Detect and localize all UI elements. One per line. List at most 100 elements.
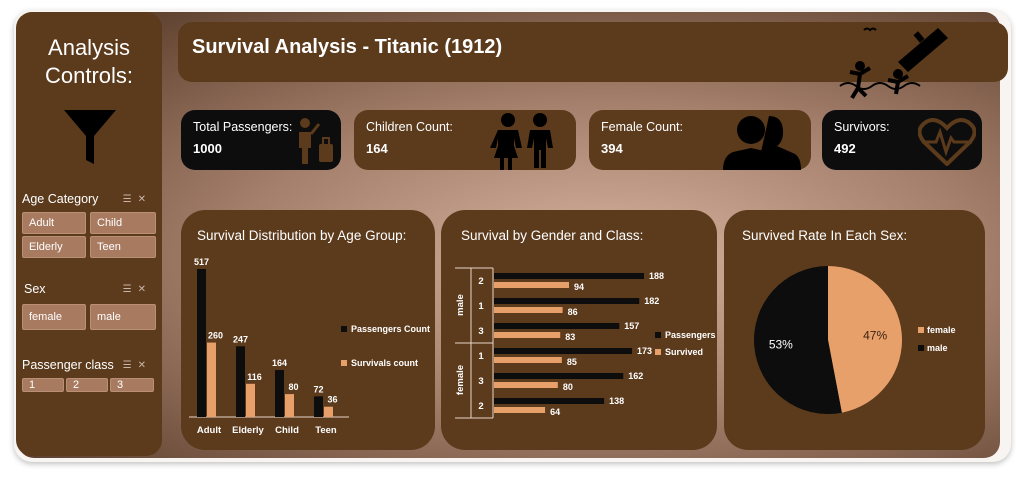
data-label: 260 <box>208 331 223 341</box>
filter-funnel-icon <box>64 110 116 164</box>
legend-swatch <box>341 360 347 366</box>
bar-survivals-count <box>246 383 255 417</box>
data-label: 80 <box>563 382 573 392</box>
bar-passengers-count <box>314 396 323 417</box>
traveler-luggage-icon <box>299 118 333 164</box>
kpi-total-passengers: Total Passengers: 1000 <box>181 110 341 170</box>
class-tick-label: 1 <box>478 301 484 312</box>
bar-passengers <box>494 298 640 304</box>
class-tick-label: 2 <box>478 276 483 287</box>
chart-title: Survival by Gender and Class: <box>461 228 644 243</box>
kpi-children-count: Children Count: 164 <box>354 110 576 170</box>
pie-slice-female <box>828 266 902 413</box>
bar-passengers <box>494 273 644 279</box>
bar-passengers-count <box>197 269 206 417</box>
data-label: 116 <box>247 372 262 382</box>
data-label: 247 <box>233 334 248 344</box>
data-label: 80 <box>288 382 298 392</box>
gender-class-bar-chart: male 2 188 94 1 182 86 3 157 83 female 1 173 85 3 162 80… <box>455 267 716 419</box>
age-group-chart-panel: Survival Distribution by Age Group: 517 2… <box>181 210 435 450</box>
legend-label: male <box>927 343 948 353</box>
data-label: 138 <box>609 396 624 406</box>
slicer-chip-class-2[interactable]: 2 <box>66 378 108 392</box>
bar-survivals-count <box>207 342 216 417</box>
chart-title: Survival Distribution by Age Group: <box>197 228 407 243</box>
age-category-slicer-label: Age Category <box>22 192 99 206</box>
group-label: male <box>455 294 466 316</box>
analysis-controls-title: Analysis Controls: <box>44 35 134 88</box>
bar-passengers <box>494 398 605 404</box>
slicer-chip-child[interactable]: Child <box>90 212 156 234</box>
data-label: 36 <box>327 395 337 405</box>
legend-swatch <box>341 326 347 332</box>
passenger-class-slicer-tools[interactable]: ☰✕ <box>122 360 152 371</box>
kpi-label: Total Passengers: <box>193 120 293 134</box>
slicer-chip-female[interactable]: female <box>22 304 86 330</box>
class-tick-label: 3 <box>478 326 483 337</box>
slicer-chip-class-3[interactable]: 3 <box>110 378 154 392</box>
kpi-female-count: Female Count: 394 <box>589 110 811 170</box>
data-label: 64 <box>550 407 560 417</box>
legend-label: Passengers Count <box>351 324 430 334</box>
bar-passengers <box>494 323 620 329</box>
class-tick-label: 2 <box>478 401 483 412</box>
data-label: 162 <box>628 371 643 381</box>
slicer-chip-adult[interactable]: Adult <box>22 212 86 234</box>
kpi-survivors: Survivors: 492 <box>822 110 982 170</box>
children-icon <box>490 113 553 170</box>
class-tick-label: 1 <box>478 351 484 362</box>
category-tick-label: Teen <box>315 425 337 436</box>
heartbeat-icon <box>918 118 976 166</box>
slicer-chip-class-1[interactable]: 1 <box>22 378 64 392</box>
legend-swatch <box>655 349 661 355</box>
category-tick-label: Elderly <box>232 425 264 436</box>
chart-title: Survived Rate In Each Sex: <box>742 228 908 243</box>
sinking-ship-icon <box>839 27 948 100</box>
bar-survived <box>494 382 558 388</box>
pie-value-label: 47% <box>863 329 887 343</box>
data-label: 517 <box>194 257 209 267</box>
data-label: 188 <box>649 271 664 281</box>
category-tick-label: Child <box>275 425 299 436</box>
data-label: 85 <box>567 357 577 367</box>
bar-passengers-count <box>236 346 245 417</box>
legend-label: Passengers <box>665 330 716 340</box>
legend-label: Survived <box>665 347 703 357</box>
data-label: 72 <box>313 384 323 394</box>
bar-survived <box>494 407 546 413</box>
title-bar: Survival Analysis - Titanic (1912) <box>178 22 1008 82</box>
data-label: 94 <box>574 282 584 292</box>
bar-survived <box>494 332 561 338</box>
data-label: 164 <box>272 358 287 368</box>
age-group-bar-chart: 517 260 Adult 247 116 Elderly 164 80 Child 72 36 Te… <box>189 257 430 436</box>
passenger-class-slicer-label: Passenger class <box>22 358 114 372</box>
slicer-chip-male[interactable]: male <box>90 304 156 330</box>
people-silhouette-icon <box>723 116 801 170</box>
slicer-chip-elderly[interactable]: Elderly <box>22 236 86 258</box>
bar-survived <box>494 307 563 313</box>
kpi-value: 492 <box>834 141 856 156</box>
slicer-chip-teen[interactable]: Teen <box>90 236 156 258</box>
pie-value-label: 53% <box>769 337 793 351</box>
kpi-value: 394 <box>601 141 623 156</box>
bar-passengers <box>494 348 633 354</box>
age-category-slicer-tools[interactable]: ☰✕ <box>122 194 152 205</box>
kpi-label: Female Count: <box>601 120 683 134</box>
pie-slice-male <box>754 266 842 414</box>
data-label: 157 <box>624 321 639 331</box>
legend-label: female <box>927 325 956 335</box>
bar-survived <box>494 282 569 288</box>
kpi-label: Survivors: <box>834 120 890 134</box>
legend-swatch <box>918 345 924 351</box>
bar-survivals-count <box>285 394 294 417</box>
kpi-value: 164 <box>366 141 388 156</box>
analysis-controls-panel: Analysis Controls: Age Category ☰✕ Adult… <box>16 12 162 456</box>
category-tick-label: Adult <box>197 425 222 436</box>
survival-rate-chart-panel: Survived Rate In Each Sex: 47% 53% female m… <box>724 210 985 450</box>
data-label: 83 <box>565 332 575 342</box>
dashboard-title: Survival Analysis - Titanic (1912) <box>192 36 503 58</box>
bar-passengers-count <box>275 370 284 417</box>
survival-rate-pie-chart: 47% 53% female male <box>754 266 956 414</box>
sex-slicer-tools[interactable]: ☰✕ <box>122 284 152 295</box>
legend-swatch <box>918 327 924 333</box>
